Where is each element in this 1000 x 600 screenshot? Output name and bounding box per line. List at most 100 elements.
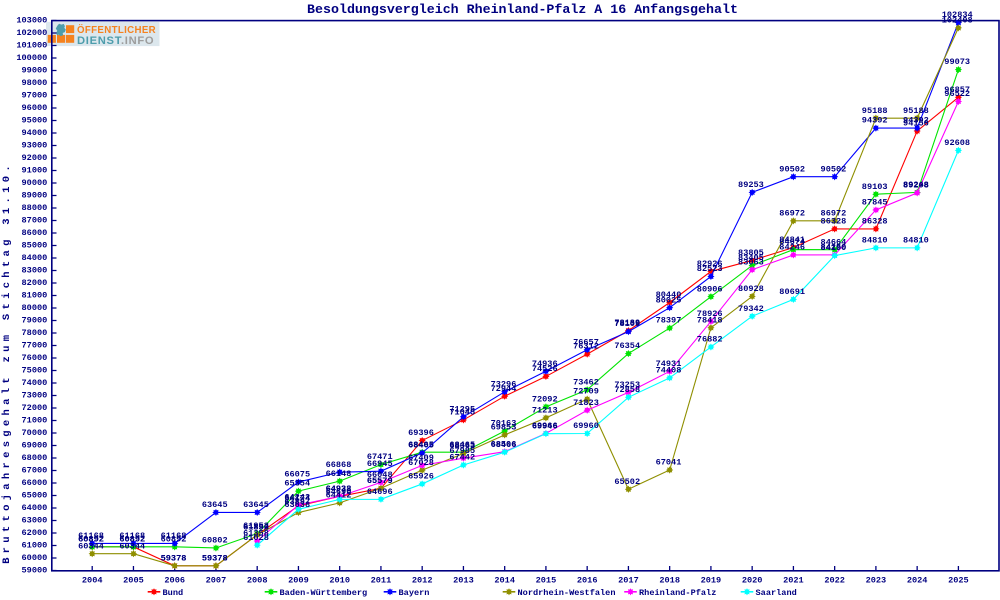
svg-text:65579: 65579: [367, 476, 393, 486]
svg-text:72092: 72092: [532, 394, 558, 404]
svg-text:2016: 2016: [577, 575, 598, 585]
svg-text:84810: 84810: [862, 235, 888, 245]
svg-text:2013: 2013: [453, 575, 474, 585]
svg-text:60892: 60892: [119, 534, 145, 544]
svg-text:84246: 84246: [779, 243, 805, 253]
svg-text:DIENST.INFO: DIENST.INFO: [77, 35, 154, 47]
svg-text:2007: 2007: [206, 575, 227, 585]
svg-text:61168: 61168: [119, 531, 145, 541]
svg-text:84810: 84810: [903, 235, 929, 245]
svg-text:61856: 61856: [243, 522, 269, 532]
svg-text:83000: 83000: [22, 266, 48, 276]
svg-text:82523: 82523: [697, 264, 723, 274]
svg-text:61953: 61953: [243, 521, 269, 531]
svg-text:84674: 84674: [779, 237, 805, 247]
svg-text:66000: 66000: [22, 478, 48, 488]
svg-text:80906: 80906: [697, 284, 723, 294]
svg-text:61358: 61358: [243, 529, 269, 539]
svg-text:70000: 70000: [22, 428, 48, 438]
svg-text:99000: 99000: [22, 66, 48, 76]
svg-text:68465: 68465: [408, 440, 434, 450]
svg-text:Bruttojahresgehalt zum Stichta: Bruttojahresgehalt zum Stichtag 31.10.: [1, 161, 13, 564]
svg-text:87845: 87845: [862, 198, 888, 208]
svg-text:90502: 90502: [779, 164, 805, 174]
svg-text:60892: 60892: [78, 534, 104, 544]
svg-text:74931: 74931: [656, 359, 682, 369]
svg-text:95188: 95188: [862, 106, 888, 116]
svg-text:78109: 78109: [614, 319, 640, 329]
svg-text:79000: 79000: [22, 316, 48, 326]
svg-text:61028: 61028: [243, 533, 269, 543]
svg-text:69946: 69946: [532, 421, 558, 431]
svg-text:64696: 64696: [367, 487, 393, 497]
svg-text:78397: 78397: [656, 316, 682, 326]
svg-text:102834: 102834: [942, 10, 973, 20]
svg-text:80440: 80440: [656, 290, 682, 300]
svg-text:69000: 69000: [22, 441, 48, 451]
svg-text:59378: 59378: [202, 553, 228, 563]
svg-text:89103: 89103: [862, 182, 888, 192]
svg-text:76882: 76882: [697, 335, 723, 345]
svg-text:66048: 66048: [367, 470, 393, 480]
svg-text:66148: 66148: [326, 469, 352, 479]
svg-text:78000: 78000: [22, 328, 48, 338]
svg-text:Bund: Bund: [163, 588, 184, 598]
svg-text:2023: 2023: [866, 575, 887, 585]
svg-text:62000: 62000: [22, 528, 48, 538]
svg-text:ÖFFENTLICHER: ÖFFENTLICHER: [77, 25, 156, 36]
svg-text:74408: 74408: [656, 366, 682, 376]
svg-text:93000: 93000: [22, 141, 48, 151]
svg-text:97000: 97000: [22, 91, 48, 101]
svg-text:69960: 69960: [573, 421, 599, 431]
svg-text:82926: 82926: [697, 259, 723, 269]
svg-text:68363: 68363: [449, 441, 475, 451]
svg-text:2005: 2005: [123, 575, 144, 585]
svg-text:65000: 65000: [22, 491, 48, 501]
svg-text:83063: 83063: [738, 257, 764, 267]
svg-text:69966: 69966: [532, 421, 558, 431]
svg-text:80928: 80928: [738, 284, 764, 294]
svg-text:63645: 63645: [243, 500, 269, 510]
svg-text:86972: 86972: [779, 208, 805, 218]
svg-text:2021: 2021: [783, 575, 804, 585]
svg-text:60344: 60344: [119, 541, 145, 551]
svg-text:87000: 87000: [22, 216, 48, 226]
svg-text:68466: 68466: [491, 440, 517, 450]
svg-text:71213: 71213: [532, 405, 558, 415]
svg-text:64000: 64000: [22, 503, 48, 513]
svg-text:66075: 66075: [284, 470, 310, 480]
svg-text:83805: 83805: [738, 248, 764, 258]
svg-text:69853: 69853: [491, 422, 517, 432]
svg-text:80025: 80025: [656, 295, 682, 305]
svg-text:95188: 95188: [903, 106, 929, 116]
svg-text:72944: 72944: [491, 384, 517, 394]
svg-text:90502: 90502: [821, 164, 847, 174]
svg-text:70163: 70163: [491, 419, 517, 429]
svg-text:2009: 2009: [288, 575, 309, 585]
svg-text:67985: 67985: [449, 446, 475, 456]
svg-text:2006: 2006: [164, 575, 185, 585]
svg-text:67028: 67028: [408, 458, 434, 468]
svg-text:73296: 73296: [491, 379, 517, 389]
svg-text:94392: 94392: [903, 116, 929, 126]
svg-text:68405: 68405: [408, 441, 434, 451]
svg-text:83405: 83405: [738, 253, 764, 263]
svg-text:88000: 88000: [22, 203, 48, 213]
svg-text:2015: 2015: [536, 575, 557, 585]
svg-text:86000: 86000: [22, 228, 48, 238]
svg-text:74936: 74936: [532, 359, 558, 369]
svg-text:99073: 99073: [944, 57, 970, 67]
svg-text:72709: 72709: [573, 387, 599, 397]
svg-text:92000: 92000: [22, 153, 48, 163]
svg-text:61168: 61168: [78, 531, 104, 541]
svg-text:2011: 2011: [371, 575, 392, 585]
svg-text:81000: 81000: [22, 291, 48, 301]
svg-text:59000: 59000: [22, 566, 48, 576]
svg-text:65579: 65579: [367, 476, 393, 486]
svg-text:89208: 89208: [903, 181, 929, 191]
svg-text:60892: 60892: [161, 534, 187, 544]
svg-text:76312: 76312: [573, 342, 599, 352]
svg-text:95000: 95000: [22, 116, 48, 126]
svg-text:2010: 2010: [329, 575, 350, 585]
svg-text:67471: 67471: [367, 452, 393, 462]
